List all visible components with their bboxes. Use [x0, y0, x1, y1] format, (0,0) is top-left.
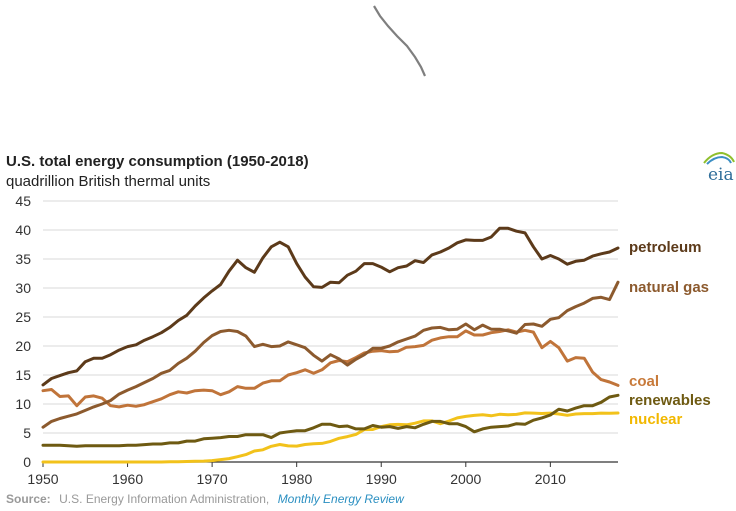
y-tick-label: 10 — [15, 396, 31, 412]
y-tick-label: 25 — [15, 309, 31, 325]
x-tick-label: 1950 — [27, 471, 58, 487]
x-tick-label: 2010 — [535, 471, 566, 487]
y-tick-label: 30 — [15, 280, 31, 296]
x-tick-label: 1960 — [112, 471, 143, 487]
series-line-renewables — [41, 393, 620, 448]
series-label-coal: coal — [629, 373, 659, 390]
eia-logo-icon: eia — [703, 151, 735, 185]
series-line-natural-gas — [41, 280, 620, 429]
source-prefix: Source: — [6, 492, 51, 506]
gridlines — [43, 200, 618, 434]
series-lines — [41, 226, 620, 464]
eia-logo-text: eia — [708, 165, 734, 185]
x-tick-label: 1970 — [197, 471, 228, 487]
source-line: Source: U.S. Energy Information Administ… — [6, 490, 405, 507]
chart-title: U.S. total energy consumption (1950-2018… — [6, 153, 309, 170]
y-tick-label: 5 — [23, 425, 31, 441]
series-label-nuclear: nuclear — [629, 411, 683, 428]
y-axis-ticks: 0 5 10 15 20 25 30 35 40 45 — [15, 193, 31, 470]
series-line-nuclear — [41, 411, 620, 464]
series-label-renewables: renewables — [629, 392, 711, 409]
chart-subtitle: quadrillion British thermal units — [6, 173, 210, 190]
source-text: U.S. Energy Information Administration, — [59, 492, 269, 506]
x-axis-ticks: 1950 1960 1970 1980 1990 2000 2010 — [27, 461, 618, 487]
y-tick-label: 20 — [15, 338, 31, 354]
x-tick-label: 1990 — [366, 471, 397, 487]
y-tick-label: 15 — [15, 367, 31, 383]
y-tick-label: 45 — [15, 193, 31, 209]
series-line-petroleum — [41, 226, 620, 387]
x-tick-label: 1980 — [281, 471, 312, 487]
series-line-coal — [41, 328, 620, 409]
y-tick-label: 40 — [15, 222, 31, 238]
x-tick-label: 2000 — [450, 471, 481, 487]
series-labels: petroleum natural gas coal renewables nuclea… — [629, 239, 711, 428]
decorative-pen-stroke — [373, 5, 427, 77]
series-label-natural-gas: natural gas — [629, 279, 709, 296]
source-link[interactable]: Monthly Energy Review — [278, 492, 405, 506]
y-tick-label: 0 — [23, 454, 31, 470]
y-tick-label: 35 — [15, 251, 31, 267]
series-label-petroleum: petroleum — [629, 239, 702, 256]
